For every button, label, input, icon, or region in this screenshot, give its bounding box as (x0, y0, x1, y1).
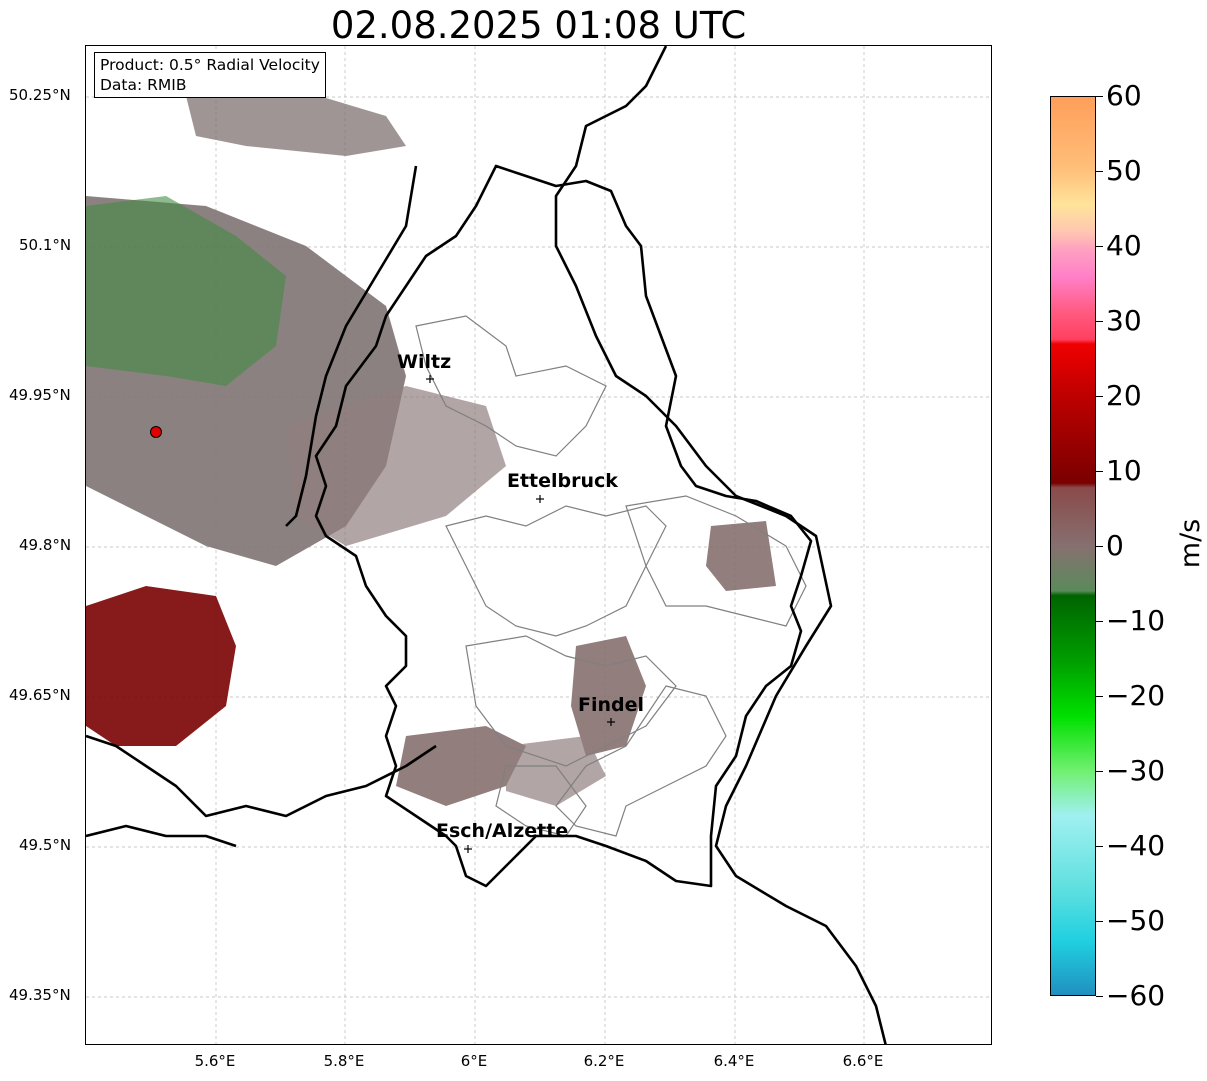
luxembourg-border (314, 164, 813, 888)
colorbar-tick-mark (1096, 846, 1103, 847)
map-canvas (86, 46, 991, 1044)
city-label-wiltz: Wiltz (397, 351, 452, 373)
map-title: 02.08.2025 01:08 UTC (330, 4, 747, 47)
lon-tick-label: 6.2°E (583, 1052, 625, 1070)
colorbar-tick-label: −50 (1106, 904, 1166, 937)
colorbar-tick-mark (1096, 696, 1103, 697)
colorbar-tick-mark (1096, 771, 1103, 772)
colorbar-tick-mark (1096, 246, 1103, 247)
lat-tick-label: 49.5°N (19, 836, 72, 854)
product-info-box: Product: 0.5° Radial Velocity Data: RMIB (94, 52, 326, 98)
colorbar-tick-mark (1096, 621, 1103, 622)
colorbar-tick-label: 40 (1106, 229, 1142, 262)
lon-tick-label: 5.6°E (194, 1052, 236, 1070)
colorbar-tick-label: 50 (1106, 154, 1142, 187)
echo-east (706, 521, 776, 591)
data-source-label: Data: RMIB (100, 76, 187, 94)
colorbar-unit: m/s (1175, 518, 1207, 569)
city-label-esch: Esch/Alzette (436, 820, 569, 842)
colorbar-tick-label: 30 (1106, 304, 1142, 337)
colorbar-tick-mark (1096, 171, 1103, 172)
french-border-south (86, 824, 237, 848)
lon-tick-label: 6.4°E (713, 1052, 755, 1070)
colorbar-tick-mark (1096, 921, 1103, 922)
lon-tick-label: 6°E (460, 1052, 488, 1070)
radar-site-marker (150, 426, 162, 438)
national-borders (86, 46, 887, 1044)
colorbar-tick-label: 0 (1106, 529, 1124, 562)
lat-tick-label: 50.1°N (19, 236, 72, 254)
city-markers (426, 375, 615, 853)
colorbar-tick-label: 20 (1106, 379, 1142, 412)
colorbar-tick-label: 10 (1106, 454, 1142, 487)
radar-map[interactable] (85, 45, 992, 1045)
echo-outbound-southwest (86, 586, 236, 746)
product-label: Product: 0.5° Radial Velocity (100, 56, 320, 74)
echo-southeast-scatter (506, 736, 606, 806)
echo-mid-band (286, 386, 506, 546)
colorbar-tick-label: −20 (1106, 679, 1166, 712)
lat-tick-label: 49.8°N (19, 536, 72, 554)
colorbar-tick-mark (1096, 396, 1103, 397)
colorbar-tick-label: −40 (1106, 829, 1166, 862)
colorbar-tick-mark (1096, 996, 1103, 997)
colorbar-tick-mark (1096, 546, 1103, 547)
colorbar-tick-label: 60 (1106, 79, 1142, 112)
colorbar-tick-mark (1096, 471, 1103, 472)
echo-inbound-north (86, 196, 286, 386)
lat-tick-label: 50.25°N (9, 86, 71, 104)
colorbar-tick-mark (1096, 96, 1103, 97)
echo-findel (571, 636, 646, 756)
colorbar-tick-label: −30 (1106, 754, 1166, 787)
city-label-findel: Findel (578, 694, 645, 716)
lat-tick-label: 49.35°N (9, 986, 71, 1004)
lat-tick-label: 49.65°N (9, 686, 71, 704)
colorbar-tick-label: −10 (1106, 604, 1166, 637)
colorbar-tick-mark (1096, 321, 1103, 322)
radar-echoes (86, 86, 776, 806)
lat-tick-label: 49.95°N (9, 386, 71, 404)
belgian-border-west (285, 165, 418, 527)
belgian-french-border (86, 734, 437, 818)
echo-north-strip (186, 86, 406, 156)
lon-tick-label: 6.6°E (842, 1052, 884, 1070)
lon-tick-label: 5.8°E (323, 1052, 365, 1070)
city-label-ettelbruck: Ettelbruck (507, 470, 618, 492)
velocity-colorbar (1050, 96, 1096, 996)
echo-south-center (396, 726, 526, 806)
colorbar-tick-label: −60 (1106, 979, 1166, 1012)
german-border (554, 46, 887, 1044)
